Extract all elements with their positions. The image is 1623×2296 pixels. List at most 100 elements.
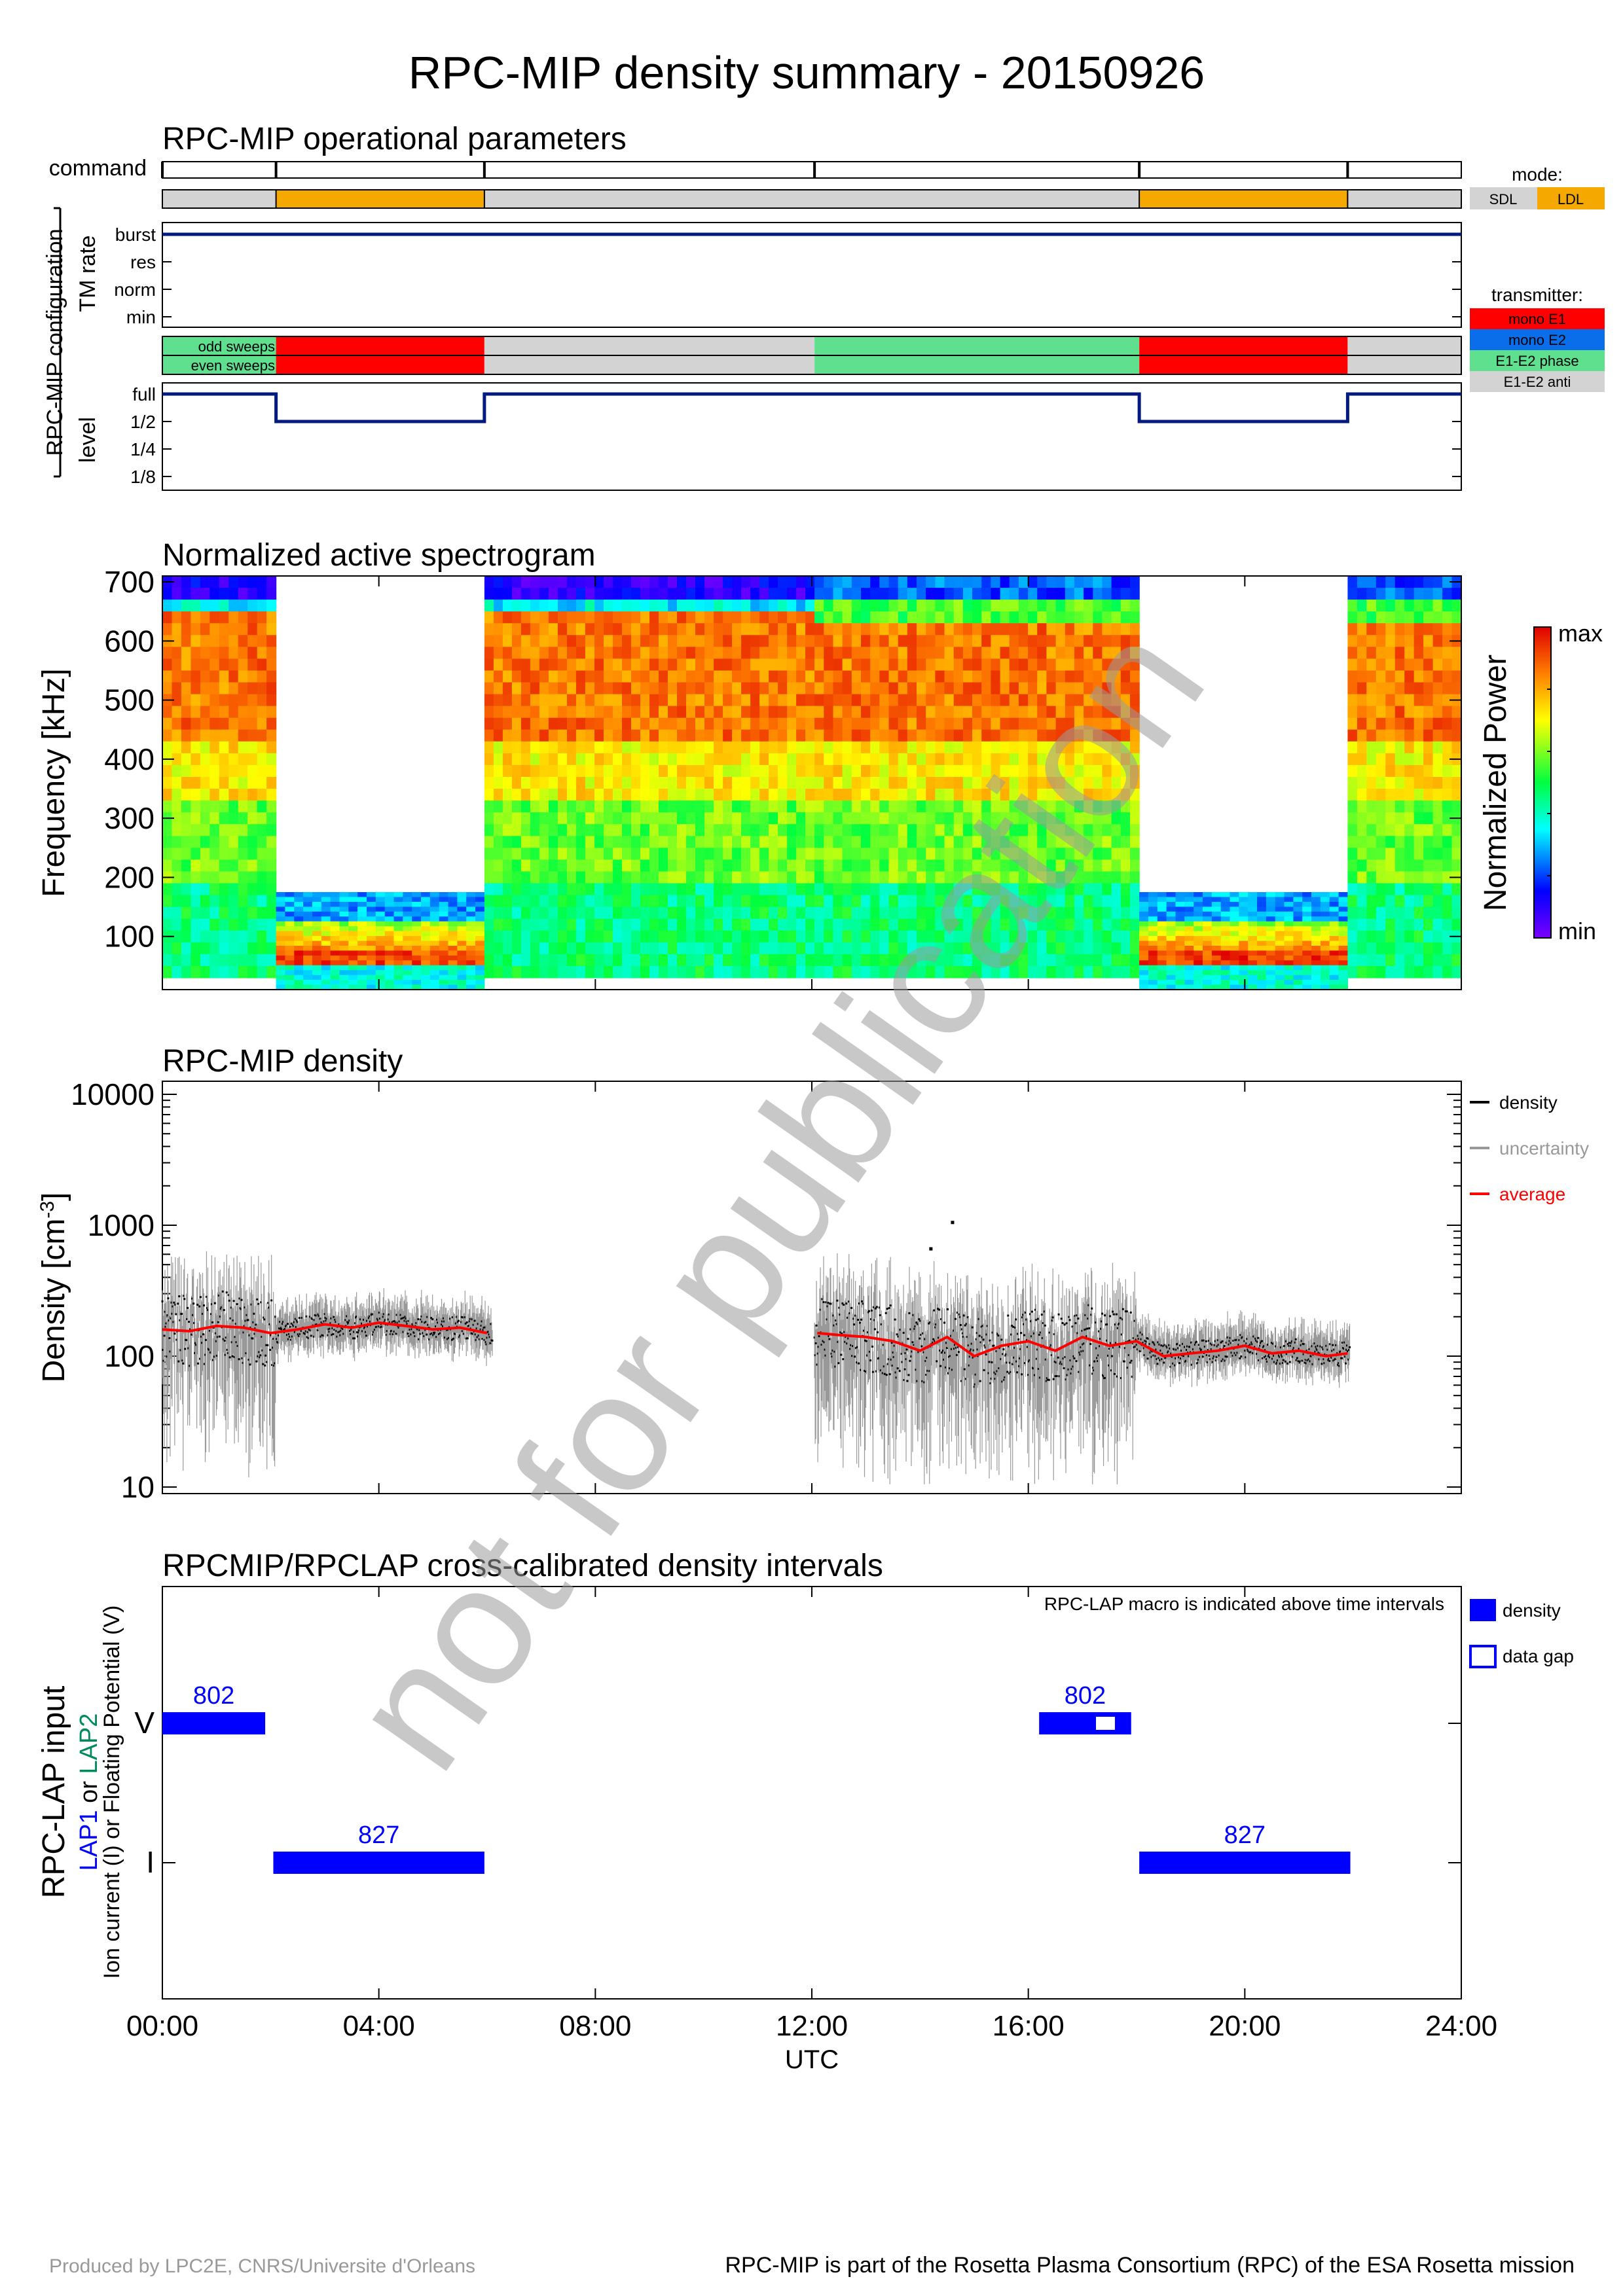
- density-point: [164, 1325, 167, 1328]
- spectrogram-cell: [1347, 848, 1358, 860]
- spectrogram-cell: [1102, 871, 1112, 884]
- spectrogram-cell: [548, 895, 558, 908]
- spectrogram-cell: [1037, 965, 1047, 978]
- density-point: [280, 1327, 282, 1330]
- spectrogram-cell: [1046, 942, 1057, 955]
- spectrogram-cell: [1074, 800, 1084, 813]
- spectrogram-cell: [238, 895, 248, 908]
- spectrogram-cell: [1120, 753, 1131, 766]
- spectrogram-cell: [750, 753, 760, 766]
- spectrogram-cell: [833, 965, 843, 978]
- spectrogram-cell: [741, 859, 751, 872]
- spectrogram-cell: [796, 812, 806, 825]
- spectrogram-cell: [1102, 824, 1112, 836]
- density-point: [228, 1356, 231, 1359]
- spectrogram-cell: [1338, 970, 1348, 976]
- spectrogram-cell: [1395, 694, 1405, 707]
- spectrogram-cell: [1366, 635, 1377, 647]
- spectrogram-cell: [1385, 764, 1396, 778]
- spectrogram-cell: [1018, 859, 1029, 872]
- spectrogram-cell: [907, 623, 917, 636]
- spectrogram-cell: [466, 911, 476, 917]
- spectrogram-cell: [1220, 911, 1231, 917]
- spectrogram-cell: [493, 942, 503, 955]
- spectrogram-cell: [935, 836, 945, 848]
- spectrogram-cell: [162, 954, 173, 967]
- spectrogram-cell: [520, 836, 531, 848]
- spectrogram-cell: [247, 753, 258, 766]
- spectrogram-cell: [613, 895, 623, 908]
- spectrogram-cell: [475, 892, 485, 897]
- spectrogram-cell: [448, 980, 458, 986]
- spectrogram-cell: [375, 950, 386, 956]
- spectrogram-cell: [1046, 611, 1057, 624]
- spectrogram-cell: [659, 824, 668, 836]
- spectrogram-cell: [917, 859, 926, 872]
- spectrogram-cell: [649, 954, 659, 967]
- spectrogram-cell: [659, 895, 668, 908]
- spectrogram-cell: [1028, 576, 1038, 588]
- spectrogram-cell: [1423, 800, 1434, 813]
- tx-legend-e1: mono E1: [1508, 311, 1566, 327]
- spectrogram-cell: [1413, 600, 1424, 612]
- spectrogram-cell: [1385, 800, 1396, 813]
- spectrogram-cell: [1000, 777, 1010, 789]
- spectrogram-cell: [842, 729, 852, 742]
- spectrogram-cell: [805, 635, 815, 647]
- spectrogram-cell: [741, 965, 751, 978]
- spectrogram-cell: [861, 717, 871, 730]
- spectrogram-cell: [575, 954, 586, 967]
- spectrogram-cell: [1248, 936, 1258, 942]
- spectrogram-cell: [814, 647, 824, 659]
- spectrogram-cell: [649, 918, 659, 931]
- spectrogram-cell: [907, 918, 917, 931]
- spectrogram-cell: [861, 824, 871, 836]
- spectrogram-cell: [1220, 916, 1231, 922]
- spectrogram-cell: [695, 764, 705, 778]
- spectrogram-cell: [842, 600, 852, 612]
- spectrogram-cell: [1065, 576, 1075, 588]
- spectrogram-cell: [448, 946, 458, 951]
- spectrogram-cell: [1055, 836, 1066, 848]
- spectrogram-cell: [502, 871, 513, 884]
- spectrogram-cell: [1357, 789, 1367, 801]
- spectrogram-cell: [1028, 812, 1038, 825]
- spectrogram-cell: [285, 984, 295, 990]
- spectrogram-cell: [228, 812, 239, 825]
- spectrogram-cell: [962, 883, 973, 896]
- spectrogram-cell: [1009, 706, 1019, 719]
- spectrogram-cell: [972, 694, 982, 707]
- spectrogram-cell: [530, 906, 540, 920]
- spectrogram-cell: [566, 753, 577, 766]
- spectrogram-cell: [575, 717, 586, 730]
- spectrogram-cell: [898, 871, 908, 884]
- spectrogram-cell: [604, 729, 613, 742]
- spectrogram-cell: [704, 965, 714, 978]
- spectrogram-cell: [1009, 895, 1019, 908]
- density-point: [179, 1349, 182, 1352]
- spectrogram-cell: [266, 883, 277, 896]
- spectrogram-cell: [870, 647, 880, 659]
- spectrogram-cell: [1239, 916, 1249, 922]
- spectrogram-cell: [769, 600, 778, 612]
- spectrogram-cell: [1120, 635, 1131, 647]
- spectrogram-cell: [732, 777, 742, 789]
- spectrogram-cell: [953, 576, 964, 588]
- spectrogram-cell: [1074, 764, 1084, 778]
- spectrogram-cell: [926, 954, 936, 967]
- spectrogram-cell: [649, 600, 659, 612]
- spectrogram-cell: [294, 941, 304, 946]
- spectrogram-cell: [805, 777, 815, 789]
- spectrogram-cell: [991, 717, 1001, 730]
- density-point: [208, 1329, 211, 1332]
- spectrogram-cell: [659, 930, 668, 943]
- spectrogram-cell: [1293, 936, 1303, 942]
- spectrogram-cell: [814, 658, 824, 672]
- spectrogram-cell: [1395, 600, 1405, 612]
- spectrogram-cell: [972, 859, 982, 872]
- spectrogram-cell: [787, 600, 797, 612]
- transmitter-legend-title: transmitter:: [1491, 285, 1583, 305]
- spectrogram-cell: [833, 647, 843, 659]
- spectrogram-cell: [539, 764, 549, 778]
- spectrogram-cell: [1451, 623, 1462, 636]
